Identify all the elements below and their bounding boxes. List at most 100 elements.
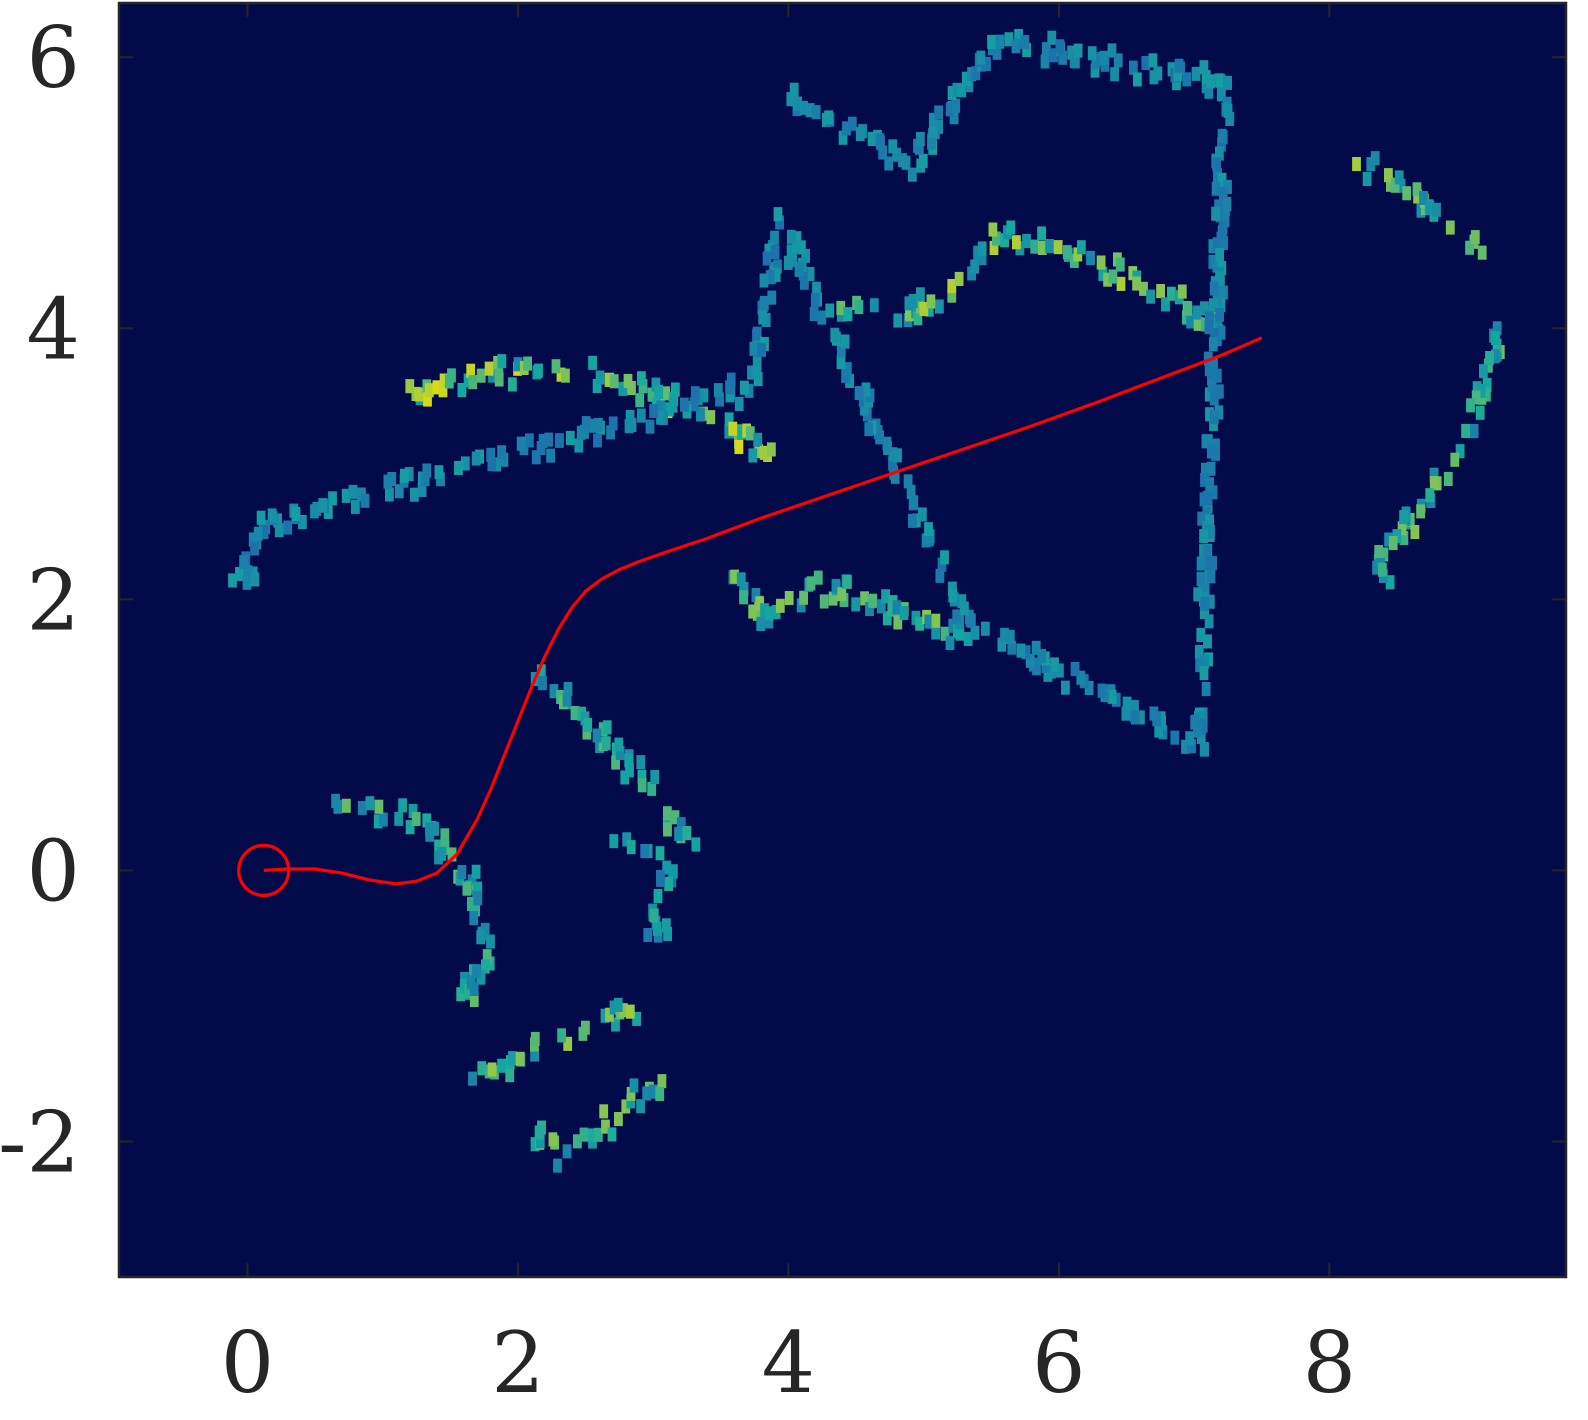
occupancy-cell xyxy=(535,1134,545,1149)
occupancy-cell xyxy=(1206,444,1216,459)
occupancy-cell xyxy=(1129,60,1138,75)
occupancy-cell xyxy=(310,504,319,519)
occupancy-cell xyxy=(1191,66,1201,81)
occupancy-cell xyxy=(1205,477,1215,492)
plot-area xyxy=(119,3,1566,1277)
occupancy-cell xyxy=(565,430,575,445)
occupancy-cell xyxy=(740,380,749,395)
occupancy-cell xyxy=(1199,742,1209,757)
occupancy-cell xyxy=(250,541,259,556)
occupancy-cell xyxy=(1030,239,1040,254)
occupancy-cell xyxy=(1012,235,1021,250)
occupancy-cell xyxy=(480,922,490,937)
occupancy-cell xyxy=(1062,245,1072,260)
occupancy-cell xyxy=(1197,511,1207,526)
occupancy-cell xyxy=(1206,461,1216,476)
occupancy-cell xyxy=(588,1128,597,1143)
occupancy-cell xyxy=(752,326,762,341)
occupancy-cell xyxy=(576,425,586,440)
occupancy-cell xyxy=(430,821,440,836)
occupancy-cell xyxy=(1067,45,1076,60)
occupancy-cell xyxy=(762,251,772,266)
occupancy-cell xyxy=(573,1134,582,1149)
occupancy-cell xyxy=(640,844,650,859)
occupancy-cell xyxy=(1014,29,1023,44)
occupancy-cell xyxy=(642,1086,652,1101)
occupancy-cell xyxy=(858,393,868,408)
occupancy-cell xyxy=(1217,172,1227,187)
occupancy-cell xyxy=(298,515,307,530)
occupancy-cell xyxy=(1394,170,1404,185)
occupancy-cell xyxy=(1492,338,1502,353)
occupancy-cell xyxy=(843,574,852,589)
occupancy-cell xyxy=(562,1144,572,1159)
occupancy-cell xyxy=(1211,255,1221,270)
occupancy-cell xyxy=(825,303,835,318)
occupancy-cell xyxy=(611,755,620,770)
occupancy-cell xyxy=(604,372,614,387)
occupancy-cell xyxy=(1218,220,1228,235)
occupancy-cell xyxy=(593,433,602,448)
occupancy-cell xyxy=(977,251,987,266)
x-tick-label: 4 xyxy=(762,1314,815,1412)
occupancy-cell xyxy=(744,383,754,398)
occupancy-cell xyxy=(1217,128,1227,143)
occupancy-cell xyxy=(924,302,934,317)
occupancy-cell xyxy=(957,594,967,609)
occupancy-cell xyxy=(1107,689,1117,704)
occupancy-cell xyxy=(1223,75,1232,90)
occupancy-cell xyxy=(235,566,244,581)
occupancy-cell xyxy=(553,1158,562,1173)
occupancy-cell xyxy=(259,525,269,540)
occupancy-cell xyxy=(1055,663,1064,678)
occupancy-cell xyxy=(1091,55,1101,70)
occupancy-cell xyxy=(318,498,328,513)
occupancy-cell xyxy=(624,753,634,768)
occupancy-cell xyxy=(812,281,821,296)
x-tick-label: 0 xyxy=(221,1314,274,1412)
occupancy-cell xyxy=(836,300,846,315)
occupancy-cell xyxy=(570,706,580,721)
occupancy-cell xyxy=(1416,504,1425,519)
occupancy-cell xyxy=(901,155,911,170)
start-marker xyxy=(237,843,291,898)
occupancy-cell xyxy=(691,837,701,852)
occupancy-cell xyxy=(764,243,774,258)
occupancy-cell xyxy=(934,105,943,120)
occupancy-cell xyxy=(836,343,846,358)
occupancy-cell xyxy=(589,418,598,433)
occupancy-cell xyxy=(786,229,796,244)
y-tick-label: 4 xyxy=(27,280,80,378)
occupancy-cell xyxy=(593,1127,603,1142)
occupancy-cell xyxy=(1443,471,1453,486)
occupancy-cell xyxy=(725,388,735,403)
occupancy-cell xyxy=(1061,680,1070,695)
occupancy-cell xyxy=(1011,39,1021,54)
occupancy-cell xyxy=(1374,545,1384,560)
x-tick-label: 8 xyxy=(1303,1314,1356,1412)
occupancy-cell xyxy=(847,116,857,131)
occupancy-cell xyxy=(469,911,479,926)
occupancy-cell xyxy=(1161,297,1170,312)
occupancy-cell xyxy=(908,167,917,182)
occupancy-cell xyxy=(977,241,987,256)
occupancy-cell xyxy=(1031,640,1041,655)
occupancy-cell xyxy=(734,440,744,455)
occupancy-cell xyxy=(786,92,796,107)
occupancy-cell xyxy=(1204,320,1214,335)
occupancy-cell xyxy=(1482,377,1492,392)
occupancy-cell xyxy=(1410,525,1420,540)
y-tick-label: -2 xyxy=(0,1093,80,1191)
occupancy-cell xyxy=(724,412,734,427)
occupancy-cell xyxy=(637,769,647,784)
occupancy-cell xyxy=(1204,614,1214,629)
occupancy-cell xyxy=(487,457,497,472)
occupancy-cell xyxy=(563,1036,573,1051)
occupancy-cell xyxy=(530,1047,539,1062)
occupancy-cell xyxy=(561,368,570,383)
occupancy-cell xyxy=(854,300,864,315)
occupancy-cell xyxy=(767,290,777,305)
heatmap-cells xyxy=(228,29,1505,1173)
occupancy-cell xyxy=(497,445,506,460)
